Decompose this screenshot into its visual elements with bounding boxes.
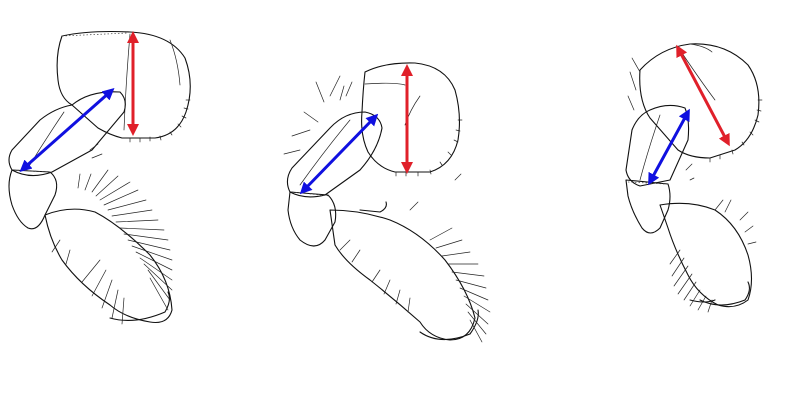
red-arrow-right — [676, 44, 730, 147]
appendage-middle — [283, 62, 491, 343]
appendage-left — [8, 30, 191, 325]
segment-upper-right — [639, 43, 760, 159]
spines-right-upper — [709, 99, 763, 163]
blue-arrow-middle — [299, 113, 379, 195]
setae-left — [51, 143, 173, 325]
segment-lower-right — [625, 179, 671, 234]
spines-middle-upper — [395, 119, 463, 177]
spines-left-upper — [129, 99, 191, 143]
segment-lower-left — [8, 169, 58, 230]
blue-arrow-right — [648, 108, 690, 186]
setae-middle — [283, 75, 491, 343]
segment-middle-right — [625, 104, 690, 187]
segment-lower-middle — [287, 191, 337, 247]
setae-right — [627, 57, 757, 313]
appendage-right — [625, 43, 763, 313]
blue-arrow-left — [19, 88, 115, 172]
